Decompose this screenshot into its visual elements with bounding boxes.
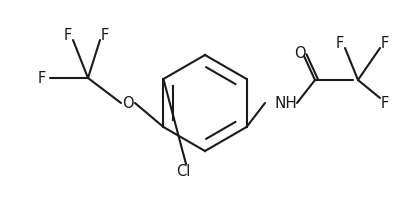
Text: F: F (101, 27, 109, 42)
Text: F: F (336, 35, 344, 50)
Text: NH: NH (275, 96, 298, 110)
Text: Cl: Cl (176, 165, 190, 179)
Text: F: F (381, 35, 389, 50)
Text: F: F (381, 96, 389, 110)
Text: F: F (64, 27, 72, 42)
Text: O: O (294, 46, 306, 61)
Text: O: O (122, 96, 134, 110)
Text: F: F (38, 70, 46, 85)
